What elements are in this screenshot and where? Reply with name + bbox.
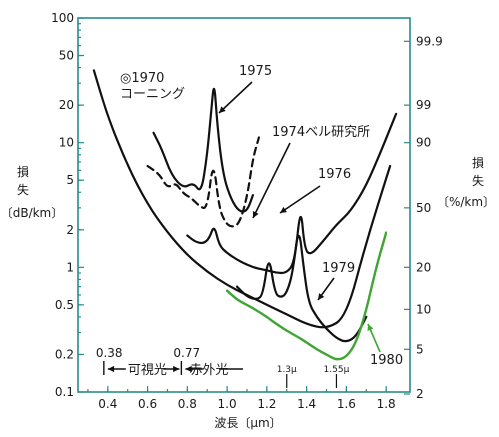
label-1974: 1974ベル研究所 [272, 125, 370, 140]
wl-1-3-label: 1.3μ [277, 365, 297, 375]
x-tick-label: 0.8 [178, 397, 197, 411]
label-1974-arrow-head [252, 211, 259, 218]
y-tick-label-right: 99.9 [416, 34, 443, 48]
bracket-label-038: 0.38 [96, 346, 123, 360]
y-axis-title-left-1: 損 [17, 164, 29, 179]
y-axis-title-right-2: 失 [472, 173, 484, 188]
series-group [92, 69, 398, 361]
label-1980: 1980 [370, 353, 403, 368]
y-tick-label-right: 99 [416, 98, 431, 112]
y-tick-label-left: 100 [51, 11, 74, 25]
y-tick-label-left: 0.5 [55, 298, 74, 312]
series-line-4 [235, 234, 368, 343]
plot-border [77, 17, 411, 393]
label-1979: 1979 [322, 261, 355, 276]
infrared-arrow-left-head [185, 365, 192, 373]
label-1980-arrow-head [367, 324, 374, 331]
label-1975-arrow-head [219, 106, 226, 113]
y-axis-title-right-unit: 〔%/km〕 [437, 195, 495, 209]
label-1976-arrow-head [280, 206, 287, 213]
x-tick-label: 0.6 [138, 397, 157, 411]
label-1976: 1976 [318, 167, 351, 182]
wl-1-55-label: 1.55μ [324, 365, 350, 375]
label-1976-arrow [279, 185, 321, 214]
y-tick-label-left: 20 [59, 98, 74, 112]
label-1970-line2: コーニング [120, 87, 185, 102]
y-tick-label-left: 50 [59, 49, 74, 63]
x-tick-label: 1.6 [337, 397, 356, 411]
visible-light-label: 可視光 [128, 363, 167, 378]
series-line-3 [186, 112, 398, 275]
label-1970: ◎1970 [120, 71, 164, 86]
y-tick-label-right: 50 [416, 201, 431, 215]
y-tick-label-left: 1 [66, 260, 74, 274]
x-tick-label: 1.2 [257, 397, 276, 411]
plot-frame [77, 17, 411, 393]
x-tick-label: 1.0 [218, 397, 237, 411]
y-tick-label-left: 0.2 [55, 347, 74, 361]
label-1975: 1975 [239, 64, 272, 79]
axis-ticks [78, 17, 410, 395]
x-axis-title: 波長〔μm〕 [214, 416, 281, 430]
bracket-label-077: 0.77 [173, 346, 200, 360]
y-axis-title-right-1: 損 [472, 155, 484, 170]
y-tick-label-left: 2 [66, 223, 74, 237]
series-line-0 [92, 69, 392, 329]
labels-group: 100 50 20 10 5 2 1 0.5 0.2 0.1 99.9 99 90 50 20 10 5 2 0.4… [51, 11, 443, 411]
series-line-1 [152, 87, 255, 213]
label-1974-arrow [252, 142, 291, 219]
series-line-5 [225, 231, 388, 361]
y-tick-label-left: 0.1 [55, 385, 74, 399]
y-tick-label-right: 10 [416, 302, 431, 316]
y-tick-label-right: 5 [416, 342, 424, 356]
x-tick-label: 1.4 [297, 397, 316, 411]
y-axis-title-left-2: 失 [17, 182, 29, 197]
x-tick-label: 0.4 [98, 397, 117, 411]
x-tick-label: 1.8 [377, 397, 396, 411]
series-line-2 [146, 136, 260, 228]
visible-arrow-right-head [173, 365, 180, 373]
infrared-light-label: 赤外光 [189, 363, 228, 378]
y-tick-label-left: 5 [66, 173, 74, 187]
y-tick-label-right: 2 [416, 387, 424, 401]
y-axis-title-left-unit: 〔dB/km〕 [1, 206, 64, 220]
y-tick-label-right: 90 [416, 136, 431, 150]
label-1979-arrow-head [318, 293, 325, 300]
y-tick-label-right: 20 [416, 260, 431, 274]
y-tick-label-left: 10 [59, 136, 74, 150]
label-1975-arrow [218, 81, 253, 114]
visible-arrow-left-head [107, 365, 115, 373]
